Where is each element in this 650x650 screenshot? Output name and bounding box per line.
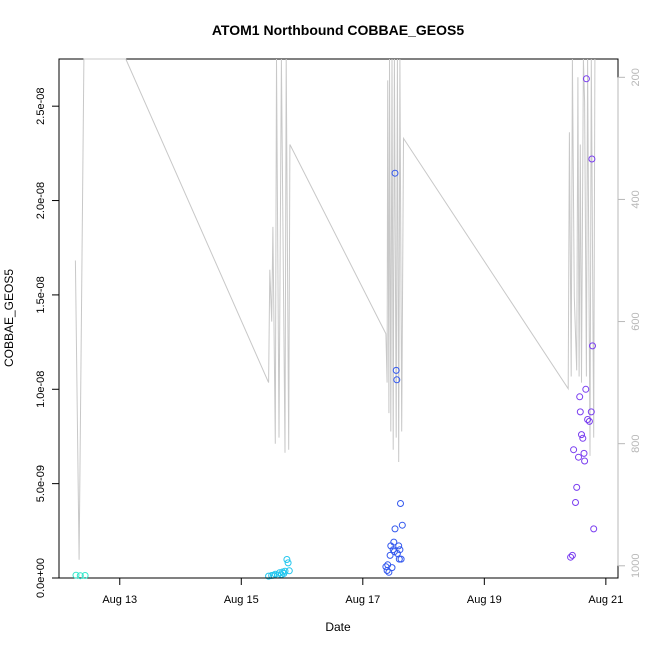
- x-tick-label: Aug 21: [588, 594, 623, 606]
- pressure-line: [74, 58, 596, 560]
- data-point: [396, 546, 404, 554]
- y-axis: 0.0e+00 5.0e-09 1.0e-08 1.5e-08 2.0e-08 2.5e-…: [35, 88, 60, 598]
- data-point: [575, 453, 582, 461]
- data-point: [388, 564, 396, 572]
- x-axis: Aug 13 Aug 15 Aug 17 Aug 19 Aug 21: [102, 577, 623, 606]
- data-point: [584, 416, 592, 423]
- data-point: [76, 572, 84, 580]
- data-point: [391, 169, 399, 177]
- x-axis-label: Date: [325, 620, 351, 634]
- data-point: [392, 366, 400, 374]
- data-point: [578, 431, 585, 439]
- data-point: [588, 155, 596, 163]
- data-point: [391, 525, 399, 533]
- data-point: [397, 555, 405, 563]
- data-point: [398, 521, 406, 529]
- y-tick-label: 1.5e-08: [35, 276, 47, 313]
- data-point: [582, 385, 590, 393]
- data-point: [576, 393, 584, 401]
- data-point: [568, 551, 576, 559]
- data-points-layer: [72, 75, 598, 580]
- data-point: [580, 449, 588, 457]
- data-point: [567, 553, 575, 561]
- y-tick-label: 5.0e-09: [35, 465, 47, 502]
- data-point: [576, 408, 584, 416]
- data-point: [81, 572, 89, 579]
- data-point: [389, 546, 397, 554]
- data-point: [395, 542, 403, 550]
- data-point: [573, 483, 581, 491]
- data-point: [390, 538, 398, 546]
- y-tick-label: 1.0e-08: [35, 371, 47, 408]
- data-point: [385, 568, 393, 576]
- x-tick-label: Aug 15: [224, 594, 259, 606]
- data-point: [581, 457, 589, 465]
- y-tick-label-right: 1000: [630, 554, 642, 578]
- data-point: [393, 376, 401, 384]
- data-point: [284, 559, 292, 567]
- data-point: [285, 567, 293, 575]
- data-point: [570, 446, 578, 454]
- data-point: [579, 434, 587, 442]
- y-tick-label-right: 600: [630, 312, 642, 330]
- y-axis-label: COBBAE_GEOS5: [2, 269, 16, 367]
- x-tick-label: Aug 17: [345, 594, 380, 606]
- data-point: [283, 556, 291, 563]
- y-tick-label-right: 200: [630, 68, 642, 86]
- data-point: [386, 551, 394, 559]
- plot-frame: [58, 58, 619, 579]
- data-point: [397, 500, 404, 507]
- y-tick-label: 2.5e-08: [35, 88, 47, 125]
- y-tick-label-right: 800: [630, 434, 642, 452]
- y-tick-label: 2.0e-08: [35, 182, 47, 219]
- data-point: [265, 572, 273, 580]
- data-point: [281, 567, 289, 575]
- data-point: [590, 525, 598, 533]
- y-axis-right: 200 400 600 800 1000: [617, 68, 642, 578]
- x-tick-label: Aug 19: [467, 594, 502, 606]
- y-tick-label: 0.0e+00: [35, 558, 47, 598]
- data-point: [585, 417, 593, 425]
- data-point: [589, 342, 596, 350]
- pressure-line-layer: [74, 58, 596, 560]
- data-point: [582, 75, 590, 83]
- chart-title: ATOM1 Northbound COBBAE_GEOS5: [212, 22, 464, 38]
- x-tick-label: Aug 13: [102, 594, 137, 606]
- data-point: [72, 571, 80, 579]
- y-tick-label-right: 400: [630, 190, 642, 208]
- data-point: [572, 499, 579, 506]
- data-point: [587, 408, 595, 416]
